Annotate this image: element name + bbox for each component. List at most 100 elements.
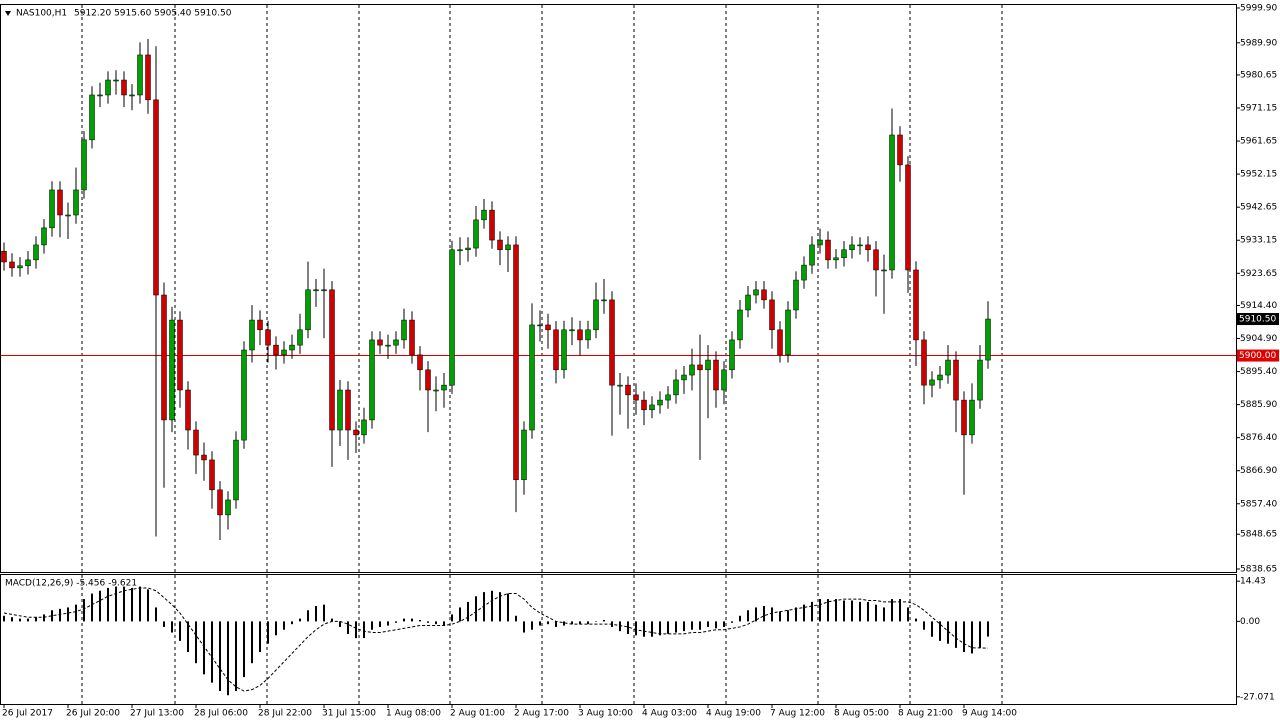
macd-bar — [955, 621, 957, 648]
macd-bar — [627, 621, 629, 634]
candle-body — [577, 329, 583, 341]
macd-bar — [587, 621, 589, 625]
macd-bar — [251, 621, 253, 664]
x-tick-label: 7 Aug 12:00 — [770, 709, 825, 719]
macd-bar — [243, 621, 245, 678]
candle-body — [873, 249, 879, 271]
y-tick-label: 14.43 — [1240, 577, 1266, 587]
signal-line — [3, 587, 989, 692]
bid-label: 5910.50 — [1239, 315, 1276, 325]
macd-bar — [707, 621, 709, 627]
macd-bar — [923, 621, 925, 630]
macd-bar — [771, 607, 773, 622]
candle-body — [409, 319, 415, 356]
macd-bar — [643, 621, 645, 637]
candle-body — [761, 289, 767, 301]
candle-body — [817, 239, 823, 246]
candle-body — [121, 79, 127, 96]
candle-body — [737, 309, 743, 341]
macd-bar — [603, 619, 605, 622]
candle-body — [785, 309, 791, 356]
macd-bar — [211, 621, 213, 683]
macd-bar — [539, 621, 541, 626]
macd-panel — [0, 574, 1237, 705]
y-tick-label: 5980.65 — [1240, 70, 1277, 80]
macd-bar — [691, 621, 693, 630]
macd-bar — [747, 610, 749, 622]
macd-bar — [467, 601, 469, 622]
candle-body — [937, 374, 943, 381]
macd-bar — [187, 621, 189, 653]
candle-body — [689, 364, 695, 376]
macd-bar — [819, 599, 821, 622]
macd-bar — [435, 621, 437, 625]
candle-body — [385, 344, 391, 347]
macd-bar — [411, 618, 413, 622]
macd-bar — [107, 587, 109, 622]
candle-body — [569, 329, 575, 332]
macd-bar — [115, 586, 117, 622]
candle-body — [313, 289, 319, 292]
x-tick-label: 26 Jul 2017 — [2, 709, 53, 719]
candle-body — [841, 249, 847, 259]
macd-bar — [179, 621, 181, 641]
macd-bar — [811, 601, 813, 622]
candle-body — [81, 139, 87, 191]
y-tick-label: 5885.90 — [1240, 400, 1277, 410]
macd-bar — [347, 621, 349, 634]
level-label: 5900.00 — [1239, 351, 1276, 361]
macd-bar — [899, 599, 901, 622]
x-tick-label: 28 Jul 22:00 — [258, 709, 312, 719]
macd-bar — [499, 592, 501, 622]
macd-bar — [875, 604, 877, 622]
candle-body — [289, 344, 295, 351]
macd-bar — [267, 621, 269, 644]
macd-bar — [731, 621, 733, 623]
candle-body — [705, 359, 711, 371]
candle-body — [505, 244, 511, 251]
macd-bar — [651, 621, 653, 637]
candle-body — [513, 244, 519, 481]
macd-bar — [371, 621, 373, 630]
candle-body — [1, 250, 7, 263]
x-tick-label: 27 Jul 13:00 — [130, 709, 184, 719]
candle-body — [257, 319, 263, 331]
x-tick-label: 4 Aug 03:00 — [642, 709, 697, 719]
macd-bar — [403, 618, 405, 622]
menu-icon[interactable] — [5, 11, 11, 16]
candle-body — [673, 379, 679, 396]
candle-body — [393, 339, 399, 346]
macd-bar — [947, 621, 949, 644]
candle-body — [969, 399, 975, 436]
candle-body — [137, 54, 143, 96]
level-label-box — [1237, 349, 1279, 362]
macd-bar — [939, 621, 941, 641]
macd-bar — [363, 621, 365, 639]
macd-bar — [683, 621, 685, 632]
macd-bar — [443, 621, 445, 626]
macd-bar — [235, 621, 237, 692]
x-tick-label: 2 Aug 17:00 — [514, 709, 569, 719]
y-tick-label: 5838.65 — [1240, 565, 1277, 575]
macd-bar — [843, 600, 845, 622]
candle-body — [233, 439, 239, 501]
candle-body — [753, 289, 759, 296]
candle-body — [657, 399, 663, 406]
candle-body — [721, 369, 727, 391]
macd-bar — [659, 621, 661, 636]
candle-body — [41, 227, 47, 246]
y-tick-label: 5971.15 — [1240, 104, 1277, 114]
macd-bar — [891, 599, 893, 622]
main-panel — [0, 4, 1237, 573]
candle-body — [497, 239, 503, 251]
macd-bar — [971, 621, 973, 654]
macd-bar — [67, 607, 69, 622]
macd-bar — [259, 621, 261, 653]
candle-body — [977, 359, 983, 401]
candle-body — [153, 99, 159, 296]
candle-body — [921, 339, 927, 386]
macd-bar — [419, 619, 421, 622]
macd-bar — [779, 611, 781, 622]
candle-body — [777, 329, 783, 356]
